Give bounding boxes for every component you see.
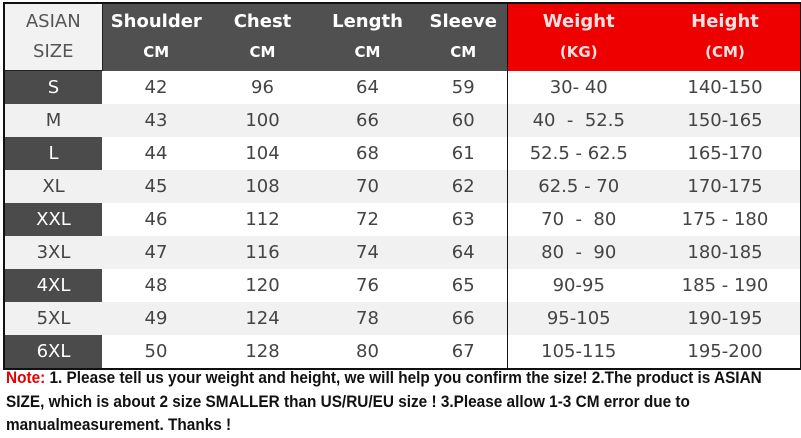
header-unit: SIZE — [33, 41, 74, 62]
table-cell: 140-150 — [650, 70, 801, 104]
header-asian: ASIAN SIZE — [3, 2, 103, 71]
table-cell: 190-195 — [650, 302, 801, 335]
table-cell: 60 — [420, 104, 507, 137]
table-cell: 180-185 — [650, 236, 801, 269]
table-cell: 165-170 — [650, 137, 801, 170]
table-cell: 128 — [210, 335, 315, 369]
table-cell: 64 — [315, 70, 420, 104]
table-cell: 50 — [102, 335, 210, 369]
table-cell: 70 — [315, 170, 420, 203]
table-cell: 62 — [420, 170, 507, 203]
header-title: Height — [691, 11, 759, 33]
table-cell: 67 — [420, 335, 507, 369]
size-cell: XXL — [4, 203, 102, 236]
table-row: 4XL 48 120 76 65 90-95 185 - 190 — [4, 269, 801, 302]
header-unit: (CM) — [705, 43, 745, 62]
table-row: 5XL 49 124 78 66 95-105 190-195 — [4, 302, 801, 335]
table-cell: 72 — [315, 203, 420, 236]
table-cell: 80 - 90 — [506, 236, 650, 269]
header-sleeve: Sleeve CM — [420, 3, 507, 71]
table-cell: 195-200 — [650, 335, 801, 369]
table-cell: 52.5 - 62.5 — [506, 137, 650, 170]
header-weight: Weight (KG) — [506, 3, 650, 71]
table-row: M 43 100 66 60 40 - 52.5 150-165 — [4, 104, 801, 137]
table-cell: 61 — [420, 137, 507, 170]
header-height: Height (CM) — [650, 3, 801, 71]
table-cell: 44 — [102, 137, 210, 170]
table-row: L 44 104 68 61 52.5 - 62.5 165-170 — [4, 137, 801, 170]
header-unit: (KG) — [559, 43, 598, 62]
table-cell: 108 — [210, 170, 315, 203]
note-text: 1. Please tell us your weight and height… — [6, 369, 762, 434]
table-row: 3XL 47 116 74 64 80 - 90 180-185 — [4, 236, 801, 269]
table-cell: 65 — [420, 269, 507, 302]
table-cell: 76 — [315, 269, 420, 302]
table-cell: 124 — [210, 302, 315, 335]
table-cell: 48 — [102, 269, 210, 302]
table-row: XL 45 108 70 62 62.5 - 70 170-175 — [4, 170, 801, 203]
table-cell: 90-95 — [506, 269, 650, 302]
table-cell: 185 - 190 — [650, 269, 801, 302]
table-cell: 175 - 180 — [650, 203, 801, 236]
size-cell: XL — [4, 170, 102, 203]
table-cell: 40 - 52.5 — [506, 104, 650, 137]
size-cell: 4XL — [4, 269, 102, 302]
table-cell: 74 — [315, 236, 420, 269]
table-cell: 49 — [102, 302, 210, 335]
table-row: XXL 46 112 72 63 70 - 80 175 - 180 — [4, 203, 801, 236]
size-cell: M — [4, 104, 102, 137]
table-cell: 42 — [102, 70, 210, 104]
table-cell: 47 — [102, 236, 210, 269]
header-shoulder: Shoulder CM — [102, 3, 210, 71]
table-cell: 63 — [420, 203, 507, 236]
table-cell: 66 — [315, 104, 420, 137]
size-cell: 6XL — [4, 335, 102, 369]
header-title: ASIAN — [25, 11, 81, 32]
table-cell: 64 — [420, 236, 507, 269]
table-cell: 100 — [210, 104, 315, 137]
table-row: 6XL 50 128 80 67 105-115 195-200 — [4, 335, 801, 369]
table-row: S 42 96 64 59 30- 40 140-150 — [4, 70, 801, 104]
header-unit: CM — [450, 43, 477, 62]
header-title: Weight — [542, 11, 615, 33]
table-cell: 30- 40 — [506, 70, 650, 104]
table-cell: 45 — [102, 170, 210, 203]
table-cell: 62.5 - 70 — [506, 170, 650, 203]
table-cell: 105-115 — [506, 335, 650, 369]
table-cell: 104 — [210, 137, 315, 170]
header-unit: CM — [143, 43, 170, 62]
table-cell: 170-175 — [650, 170, 801, 203]
table-cell: 116 — [210, 236, 315, 269]
table-cell: 70 - 80 — [506, 203, 650, 236]
table-cell: 78 — [315, 302, 420, 335]
header-length: Length CM — [315, 3, 420, 71]
size-cell: L — [4, 137, 102, 170]
size-cell: 5XL — [4, 302, 102, 335]
header-chest: Chest CM — [210, 3, 315, 71]
table-cell: 46 — [102, 203, 210, 236]
header-title: Chest — [233, 11, 292, 33]
header-title: Length — [332, 11, 403, 33]
size-cell: S — [4, 70, 102, 104]
table-cell: 150-165 — [650, 104, 801, 137]
header-title: Sleeve — [429, 11, 498, 33]
size-cell: 3XL — [4, 236, 102, 269]
header-unit: CM — [354, 43, 381, 62]
header-unit: CM — [249, 43, 276, 62]
header-row: ASIAN SIZE Shoulder CM Chest CM Length CM Sleeve… — [3, 2, 801, 71]
table-cell: 66 — [420, 302, 507, 335]
table-cell: 43 — [102, 104, 210, 137]
table-cell: 96 — [210, 70, 315, 104]
header-title: Shoulder — [110, 11, 202, 33]
table-cell: 95-105 — [506, 302, 650, 335]
note-label: Note: — [6, 369, 46, 387]
table-cell: 112 — [210, 203, 315, 236]
size-note: Note: 1. Please tell us your weight and … — [6, 367, 797, 438]
size-chart-table: ASIAN SIZE Shoulder CM Chest CM Length CM Sleeve… — [3, 2, 801, 370]
table-cell: 68 — [315, 137, 420, 170]
table-cell: 59 — [420, 70, 507, 104]
table-cell: 120 — [210, 269, 315, 302]
table-cell: 80 — [315, 335, 420, 369]
